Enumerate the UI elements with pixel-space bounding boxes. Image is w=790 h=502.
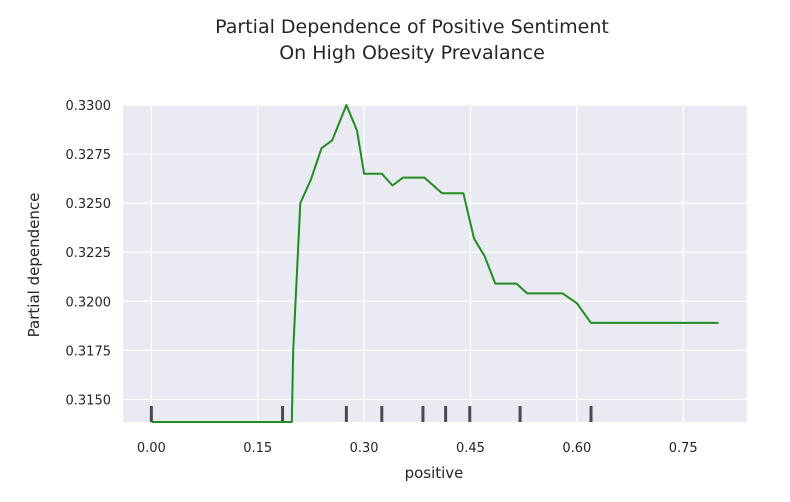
chart-title-line-1: Partial Dependence of Positive Sentiment [215, 16, 609, 38]
x-tick-label: 0.15 [243, 441, 272, 456]
y-tick-labels: 0.3150 0.3175 0.3200 0.3225 0.3250 0.3275 0.33… [66, 99, 112, 408]
x-tick-labels: 0.00 0.15 0.30 0.45 0.60 0.75 [137, 441, 698, 456]
x-tick-label: 0.00 [137, 441, 166, 456]
y-tick-label: 0.3225 [66, 246, 112, 261]
partial-dependence-line [151, 104, 719, 423]
x-tick-label: 0.30 [350, 441, 379, 456]
y-tick-label: 0.3200 [66, 295, 112, 310]
y-tick-label: 0.3150 [66, 393, 112, 408]
x-tick-label: 0.75 [669, 441, 698, 456]
x-tick-label: 0.60 [562, 441, 591, 456]
x-axis-label: positive [405, 464, 464, 482]
y-tick-label: 0.3275 [66, 148, 112, 163]
rug-marks [149, 406, 593, 422]
y-tick-label: 0.3175 [66, 344, 112, 359]
y-tick-label: 0.3300 [66, 99, 112, 114]
grid-lines [123, 104, 747, 422]
x-tick-label: 0.45 [456, 441, 485, 456]
y-tick-label: 0.3250 [66, 197, 112, 212]
y-axis-label: Partial dependence [25, 193, 43, 338]
chart-title-line-2: On High Obesity Prevalance [279, 42, 545, 64]
plot-area [123, 105, 747, 422]
